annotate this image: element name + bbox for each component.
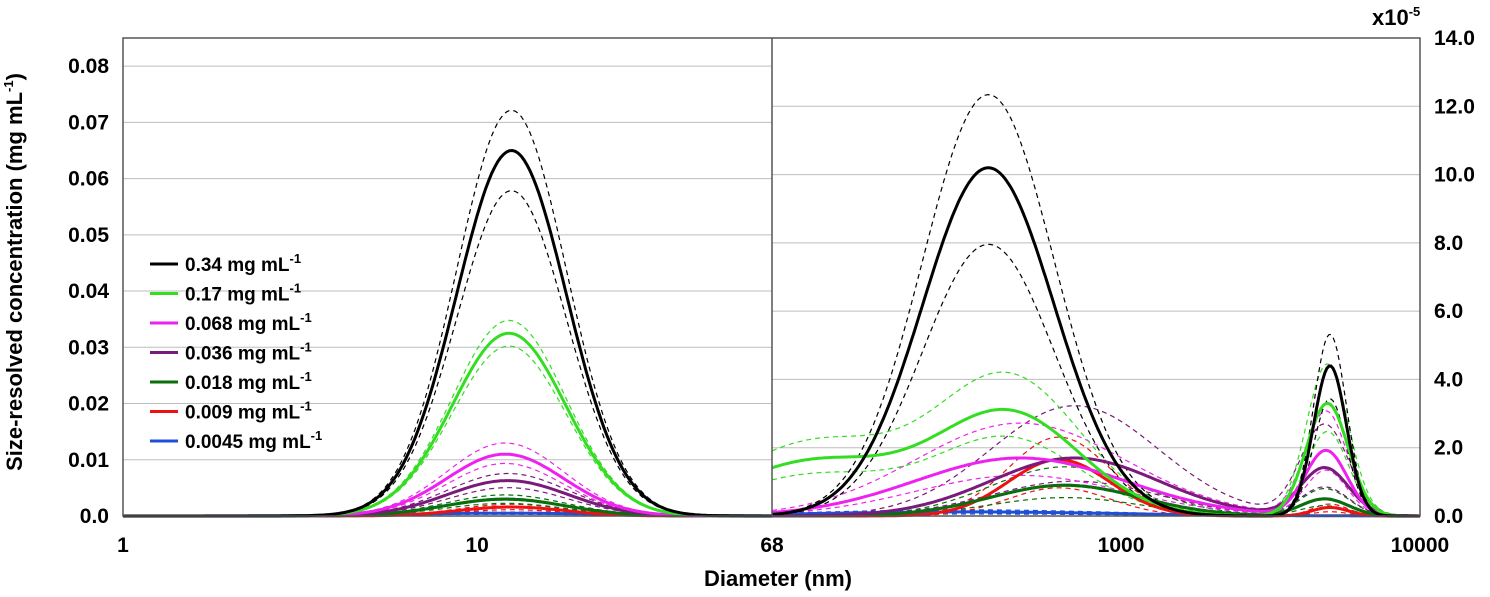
series-0-17-band-right xyxy=(771,430,1420,517)
y-tick-label-right: 6.0 xyxy=(1434,300,1463,323)
x-tick-label: 68 xyxy=(760,534,784,557)
y-tick-label-left: 0.07 xyxy=(68,111,109,134)
y-axis-title-close: ) xyxy=(2,73,27,80)
legend-label: 0.17 mg mL-1 xyxy=(185,281,301,306)
y-tick-label-left: 0.03 xyxy=(68,336,109,359)
series-0-34-band-right xyxy=(771,93,1420,517)
y-tick-label-right: 14.0 xyxy=(1434,27,1475,50)
plot-frame xyxy=(122,37,1421,517)
x-tick-label: 1000 xyxy=(1098,534,1145,557)
series-0-018-band-right xyxy=(772,497,1420,517)
x-tick-label: 10000 xyxy=(1391,534,1449,557)
legend-label: 0.0045 mg mL-1 xyxy=(185,428,322,453)
y-tick-label-left: 0.01 xyxy=(68,449,109,472)
legend-label: 0.34 mg mL-1 xyxy=(185,251,301,276)
tick-labels: 0.0 0.01 0.02 0.03 0.04 0.05 0.06 0.07 0.08 0.0 2.… xyxy=(68,27,1475,557)
multiplier-exp: -5 xyxy=(1409,4,1421,19)
multiplier-base: x10 xyxy=(1372,5,1409,30)
y-tick-label-right: 0.0 xyxy=(1434,505,1463,528)
series-0-34-band-right xyxy=(771,243,1420,517)
y-tick-label-right: 12.0 xyxy=(1434,95,1475,118)
legend-label: 0.036 mg mL-1 xyxy=(185,340,312,365)
series-0-018-line-right xyxy=(772,483,1420,518)
series-0-009-band-right xyxy=(772,487,1420,517)
series-0-036-line-right xyxy=(772,456,1420,518)
legend-label: 0.018 mg mL-1 xyxy=(185,369,312,394)
legend: 0.34 mg mL-1 0.17 mg mL-1 0.068 mg mL-1 0.0… xyxy=(150,251,322,453)
y-axis-title-sup: -1 xyxy=(1,80,16,92)
y-tick-label-left: 0.04 xyxy=(68,280,109,303)
y-axis-title: Size-resolved concentration (mg mL-1) xyxy=(1,73,27,471)
y-axis-title-main: Size-resolved concentration (mg mL xyxy=(2,92,27,471)
y-tick-label-left: 0.08 xyxy=(68,55,109,78)
series-0-036-band-right xyxy=(772,405,1420,517)
x-tick-label: 1 xyxy=(117,534,129,557)
right-axis-multiplier: x10-5 xyxy=(1372,4,1420,30)
y-tick-label-right: 2.0 xyxy=(1434,437,1463,460)
y-tick-label-left: 0.0 xyxy=(80,505,109,528)
series-0-068-line-right xyxy=(771,448,1420,518)
series-0-34-line-right xyxy=(771,166,1420,518)
series-0-068-band-right xyxy=(771,469,1420,517)
x-axis-title: Diameter (nm) xyxy=(704,566,852,591)
y-tick-label-left: 0.06 xyxy=(68,168,109,191)
y-tick-label-left: 0.05 xyxy=(68,224,109,247)
y-tick-label-right: 10.0 xyxy=(1434,164,1475,187)
legend-label: 0.009 mg mL-1 xyxy=(185,399,312,424)
y-tick-label-right: 8.0 xyxy=(1434,232,1463,255)
x-tick-label: 10 xyxy=(465,534,488,557)
series-0-17-band-right xyxy=(771,363,1420,517)
y-tick-label-left: 0.02 xyxy=(68,393,109,416)
grid xyxy=(123,37,1420,461)
series-0-009-band-right xyxy=(772,436,1420,517)
y-tick-label-right: 4.0 xyxy=(1434,368,1463,391)
legend-label: 0.068 mg mL-1 xyxy=(185,310,312,335)
